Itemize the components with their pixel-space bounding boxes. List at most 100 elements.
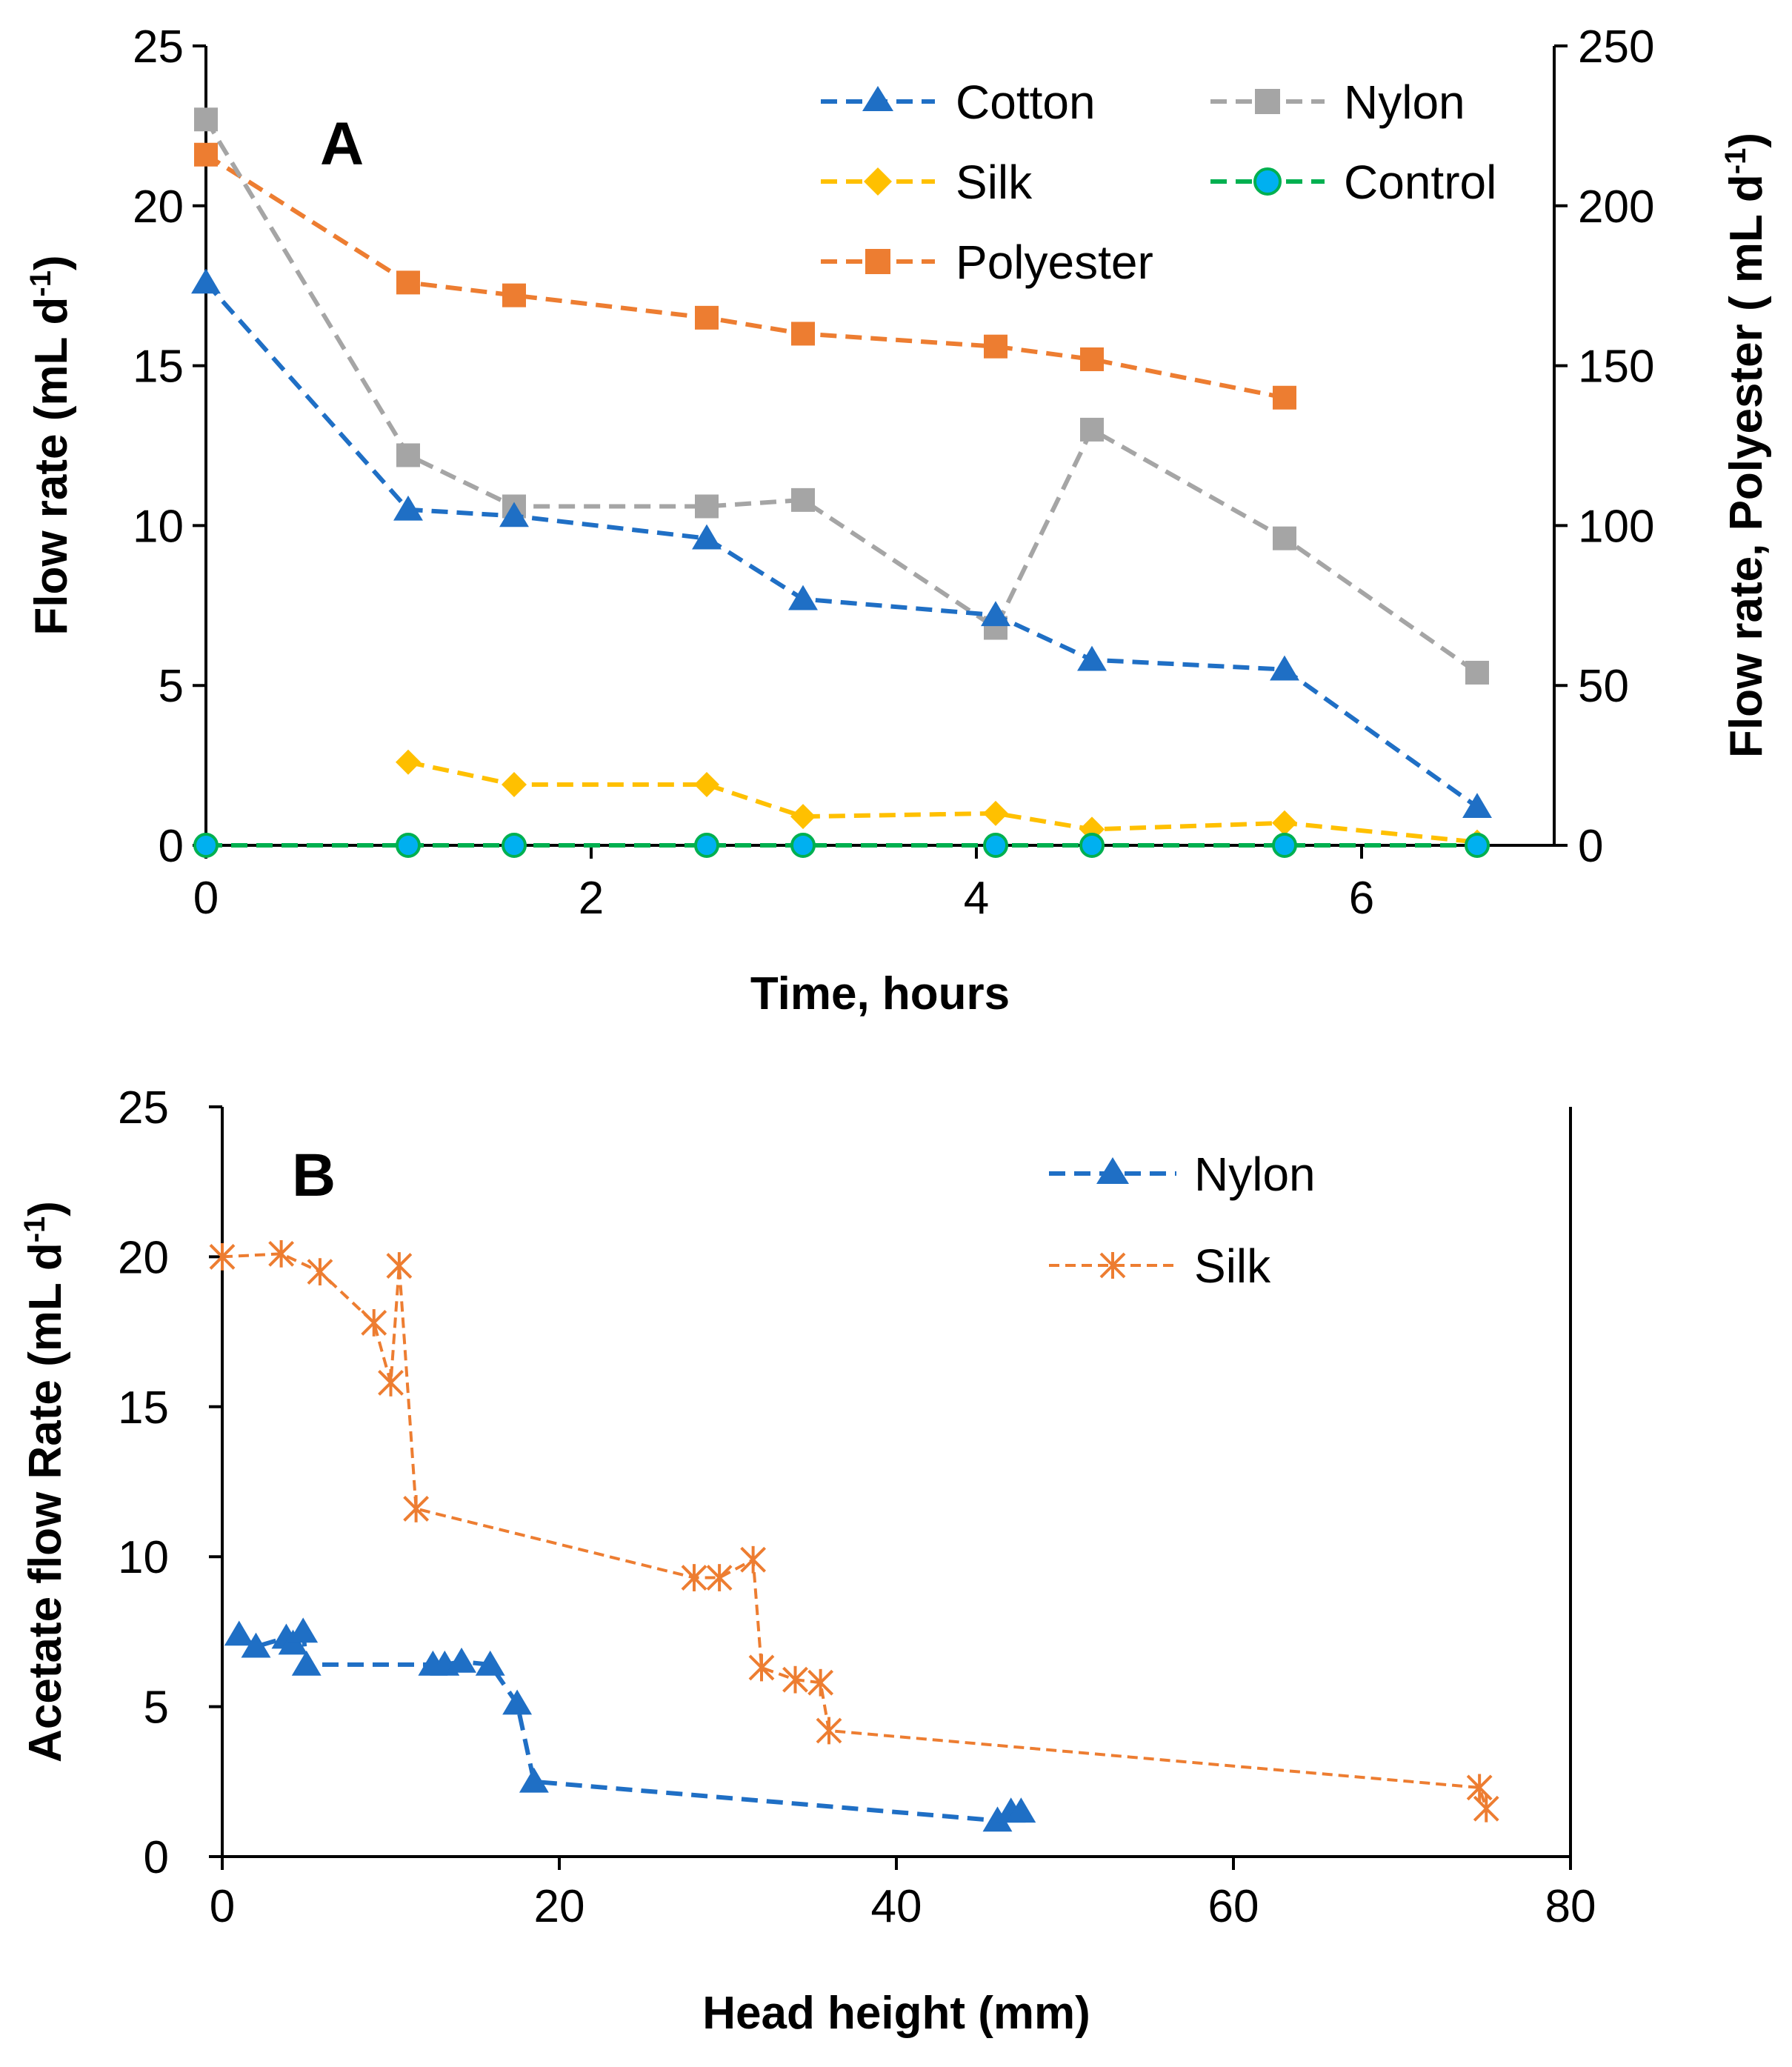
legend-a-silk: Silk [821, 156, 1033, 209]
series-a-nylon-point [1465, 660, 1489, 685]
series-b-silk-point [361, 1309, 387, 1337]
legend-a-polyester-marker [865, 249, 890, 274]
series-a-cotton-point [692, 524, 722, 550]
series-a-silk-point [694, 771, 719, 797]
panel-b-label: B [292, 1142, 336, 1209]
panel-a-label: A [320, 110, 364, 178]
series-a-silk-point [790, 804, 816, 830]
series-a-cotton-point [1077, 645, 1107, 671]
panel-b-x-ticks: 0 20 40 60 80 [210, 1857, 1596, 1932]
legend-a-polyester-label: Polyester [956, 236, 1153, 289]
series-a-silk-point [396, 749, 421, 775]
panel-b-x-tick-label: 0 [210, 1881, 235, 1932]
panel-a-y-ticks: 0 5 10 15 20 25 [133, 21, 206, 872]
panel-a-x-tick-label: 0 [193, 873, 219, 924]
series-a-control-point [396, 833, 421, 858]
series-a-control-point [1465, 833, 1490, 858]
panel-a-x-tick-label: 4 [964, 873, 989, 924]
panel-a-y-tick-label: 0 [159, 821, 184, 872]
series-b-silk-point [307, 1258, 333, 1286]
panel-b-y-ticks: 0 5 10 15 20 25 [118, 1082, 222, 1883]
panel-a-x-tick-label: 2 [579, 873, 604, 924]
series-b-silk-point [782, 1665, 808, 1694]
series-b-nylon-point [519, 1767, 549, 1793]
series-b-nylon-point [982, 1806, 1013, 1832]
series-a-cotton-point [499, 502, 529, 527]
panel-a-y-title-main: Flow rate (mL d [26, 297, 77, 636]
legend-a-control-marker [1253, 167, 1282, 196]
series-a-polyester-point [194, 142, 218, 167]
panel-a-y2-title-close: ) [1721, 133, 1772, 148]
panel-a-chart: 0 5 10 15 20 25 0 50 100 150 200 250 0 2 4 6 A Time, … [24, 21, 1772, 1019]
series-a-nylon-point [695, 494, 719, 519]
legend-b-silk-label: Silk [1194, 1239, 1271, 1293]
series-a-polyester-line [204, 153, 1285, 400]
series-b-silk-point [748, 1654, 775, 1682]
series-b-nylon-point [1006, 1797, 1036, 1823]
panel-a-y-tick-label: 20 [133, 182, 184, 233]
series-b-silk-point [386, 1252, 413, 1279]
series-a-nylon-point [791, 487, 815, 512]
panel-a-y2-title-main: Flow rate, Polyester ( mL d [1721, 174, 1772, 758]
panel-a-y-tick-label: 25 [133, 21, 184, 73]
series-a-silk-point [502, 771, 527, 797]
series-a-cotton-point [1462, 793, 1492, 819]
legend-b-silk-marker [1099, 1252, 1126, 1279]
series-a-cotton-point [981, 601, 1010, 627]
series-b-nylon-point [291, 1650, 322, 1676]
panel-b-legend: Nylon Silk [1049, 1148, 1316, 1293]
series-a-polyester-point [1080, 347, 1104, 371]
legend-a-silk-marker [864, 167, 892, 196]
series-a-silk-point [1272, 810, 1297, 836]
series-a-nylon-point [1080, 417, 1104, 442]
series-b-silk-point [268, 1239, 295, 1268]
panel-a-y2-tick-label: 200 [1578, 182, 1654, 233]
panel-a-y2-tick-label: 250 [1578, 21, 1654, 73]
panel-b-y-axis-title: Acetate flow Rate (mL d-1) [19, 1201, 71, 1763]
series-a-cotton-point [1270, 655, 1299, 681]
legend-a-cotton: Cotton [821, 76, 1096, 129]
legend-a-nylon: Nylon [1210, 76, 1465, 129]
series-b-nylon-point [502, 1689, 533, 1715]
series-a-polyester-point [695, 305, 719, 330]
panel-b-x-tick-label: 40 [871, 1881, 922, 1932]
legend-a-cotton-label: Cotton [956, 76, 1096, 129]
panel-a-y-tick-label: 10 [133, 501, 184, 552]
panel-b-y-title-main: Acetate flow Rate (mL d [20, 1242, 71, 1763]
legend-a-silk-label: Silk [956, 156, 1033, 209]
panel-a-x-ticks: 0 2 4 6 [193, 845, 1374, 924]
series-a-control-point [193, 833, 219, 858]
panel-a-y-title-sup: -1 [24, 270, 57, 297]
panel-a-y-tick-label: 15 [133, 342, 184, 393]
series-b-nylon [224, 1617, 1036, 1832]
series-a-control-point [502, 833, 527, 858]
panel-b-y-tick-label: 5 [144, 1682, 169, 1734]
series-a-control [193, 833, 1490, 858]
legend-a-nylon-label: Nylon [1344, 76, 1465, 129]
series-b-silk-point [706, 1564, 733, 1591]
series-a-silk-point [983, 800, 1008, 826]
panel-a-y-axis-title: Flow rate (mL d-1) [24, 255, 77, 635]
panel-b-x-axis-title: Head height (mm) [702, 1988, 1090, 2039]
panel-b-y-tick-label: 10 [118, 1532, 169, 1583]
series-b-silk-point [1473, 1794, 1499, 1823]
panel-a-y2-tick-label: 50 [1578, 661, 1629, 712]
panel-a-y-title-close: ) [26, 255, 77, 270]
legend-a-control-label: Control [1344, 156, 1496, 209]
series-a-cotton [191, 268, 1492, 819]
series-a-control-point [1272, 833, 1297, 858]
series-a-polyester-point [502, 283, 526, 307]
panel-b-series [209, 1239, 1499, 1832]
legend-b-nylon-label: Nylon [1194, 1148, 1316, 1201]
panel-b-y-title-sup: -1 [19, 1216, 51, 1243]
panel-a-y2-tick-label: 0 [1578, 821, 1603, 872]
series-a-polyester-point [791, 322, 815, 346]
series-b-silk-point [740, 1545, 767, 1574]
series-b-silk-line [221, 1252, 1488, 1809]
panel-a-y2-axis-title: Flow rate, Polyester ( mL d-1) [1719, 133, 1772, 758]
series-b-silk-point [681, 1564, 707, 1591]
series-a-cotton-point [191, 268, 221, 294]
panel-b-y-tick-label: 25 [118, 1082, 169, 1134]
